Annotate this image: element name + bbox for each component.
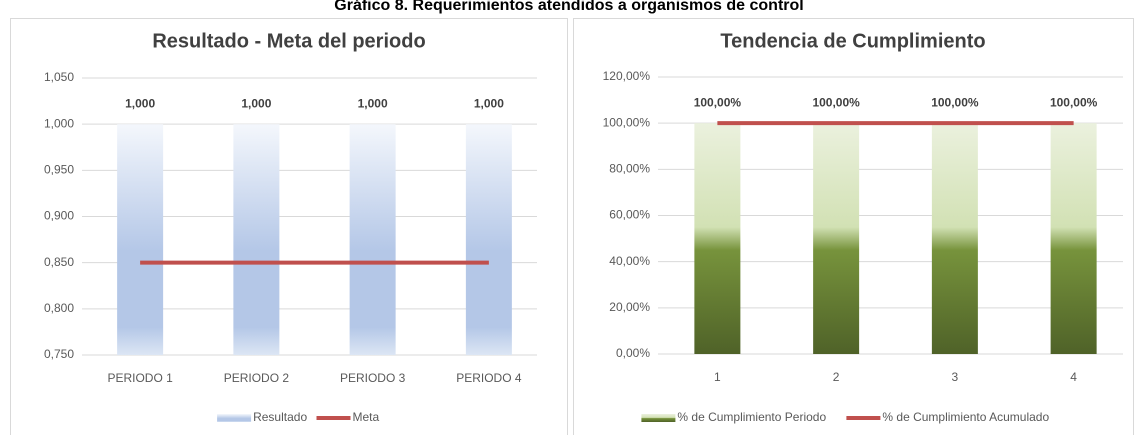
chart-title: Resultado - Meta del periodo <box>152 30 425 52</box>
value-label: 1,000 <box>241 96 271 110</box>
bar <box>694 123 741 355</box>
bar <box>465 124 512 356</box>
y-tick-label: 1,050 <box>44 70 74 84</box>
x-tick-label: PERIODO 1 <box>107 371 173 385</box>
chart-frame <box>573 18 1134 435</box>
legend-label: Meta <box>353 410 380 424</box>
bar <box>931 123 978 355</box>
x-tick-label: PERIODO 4 <box>456 371 522 385</box>
bar <box>813 123 860 355</box>
y-tick-label: 80,00% <box>609 162 650 176</box>
y-tick-label: 1,000 <box>44 116 74 130</box>
x-tick-label: PERIODO 2 <box>224 371 290 385</box>
bar <box>1050 123 1097 355</box>
y-tick-label: 0,950 <box>44 163 74 177</box>
value-label: 1,000 <box>358 96 388 110</box>
y-tick-label: 0,750 <box>44 347 74 361</box>
y-tick-label: 20,00% <box>609 300 650 314</box>
y-tick-label: 100,00% <box>603 115 651 129</box>
bar <box>349 124 396 356</box>
y-tick-label: 0,900 <box>44 209 74 223</box>
value-label: 100,00% <box>812 95 860 109</box>
value-label: 100,00% <box>931 95 979 109</box>
bar <box>233 124 280 356</box>
chart-frame <box>10 18 568 435</box>
legend-label: % de Cumplimiento Acumulado <box>882 410 1049 424</box>
bar <box>117 124 164 356</box>
x-tick-label: 2 <box>833 370 840 384</box>
y-tick-label: 120,00% <box>603 69 651 83</box>
y-tick-label: 0,800 <box>44 301 74 315</box>
y-tick-label: 0,850 <box>44 255 74 269</box>
x-tick-label: PERIODO 3 <box>340 371 406 385</box>
x-tick-label: 3 <box>952 370 959 384</box>
value-label: 100,00% <box>1050 95 1098 109</box>
legend-label: Resultado <box>253 410 307 424</box>
y-tick-label: 60,00% <box>609 208 650 222</box>
value-label: 1,000 <box>474 96 504 110</box>
legend-label: % de Cumplimiento Periodo <box>677 410 826 424</box>
legend-swatch <box>217 414 252 422</box>
x-tick-label: 1 <box>714 370 721 384</box>
page-header: Gráfico 8. Requerimientos atendidos a or… <box>334 0 803 14</box>
x-tick-label: 4 <box>1070 370 1077 384</box>
value-label: 100,00% <box>694 95 742 109</box>
y-tick-label: 0,00% <box>616 346 650 360</box>
y-tick-label: 40,00% <box>609 254 650 268</box>
value-label: 1,000 <box>125 96 155 110</box>
legend-swatch <box>641 414 676 422</box>
chart-title: Tendencia de Cumplimiento <box>720 30 985 52</box>
